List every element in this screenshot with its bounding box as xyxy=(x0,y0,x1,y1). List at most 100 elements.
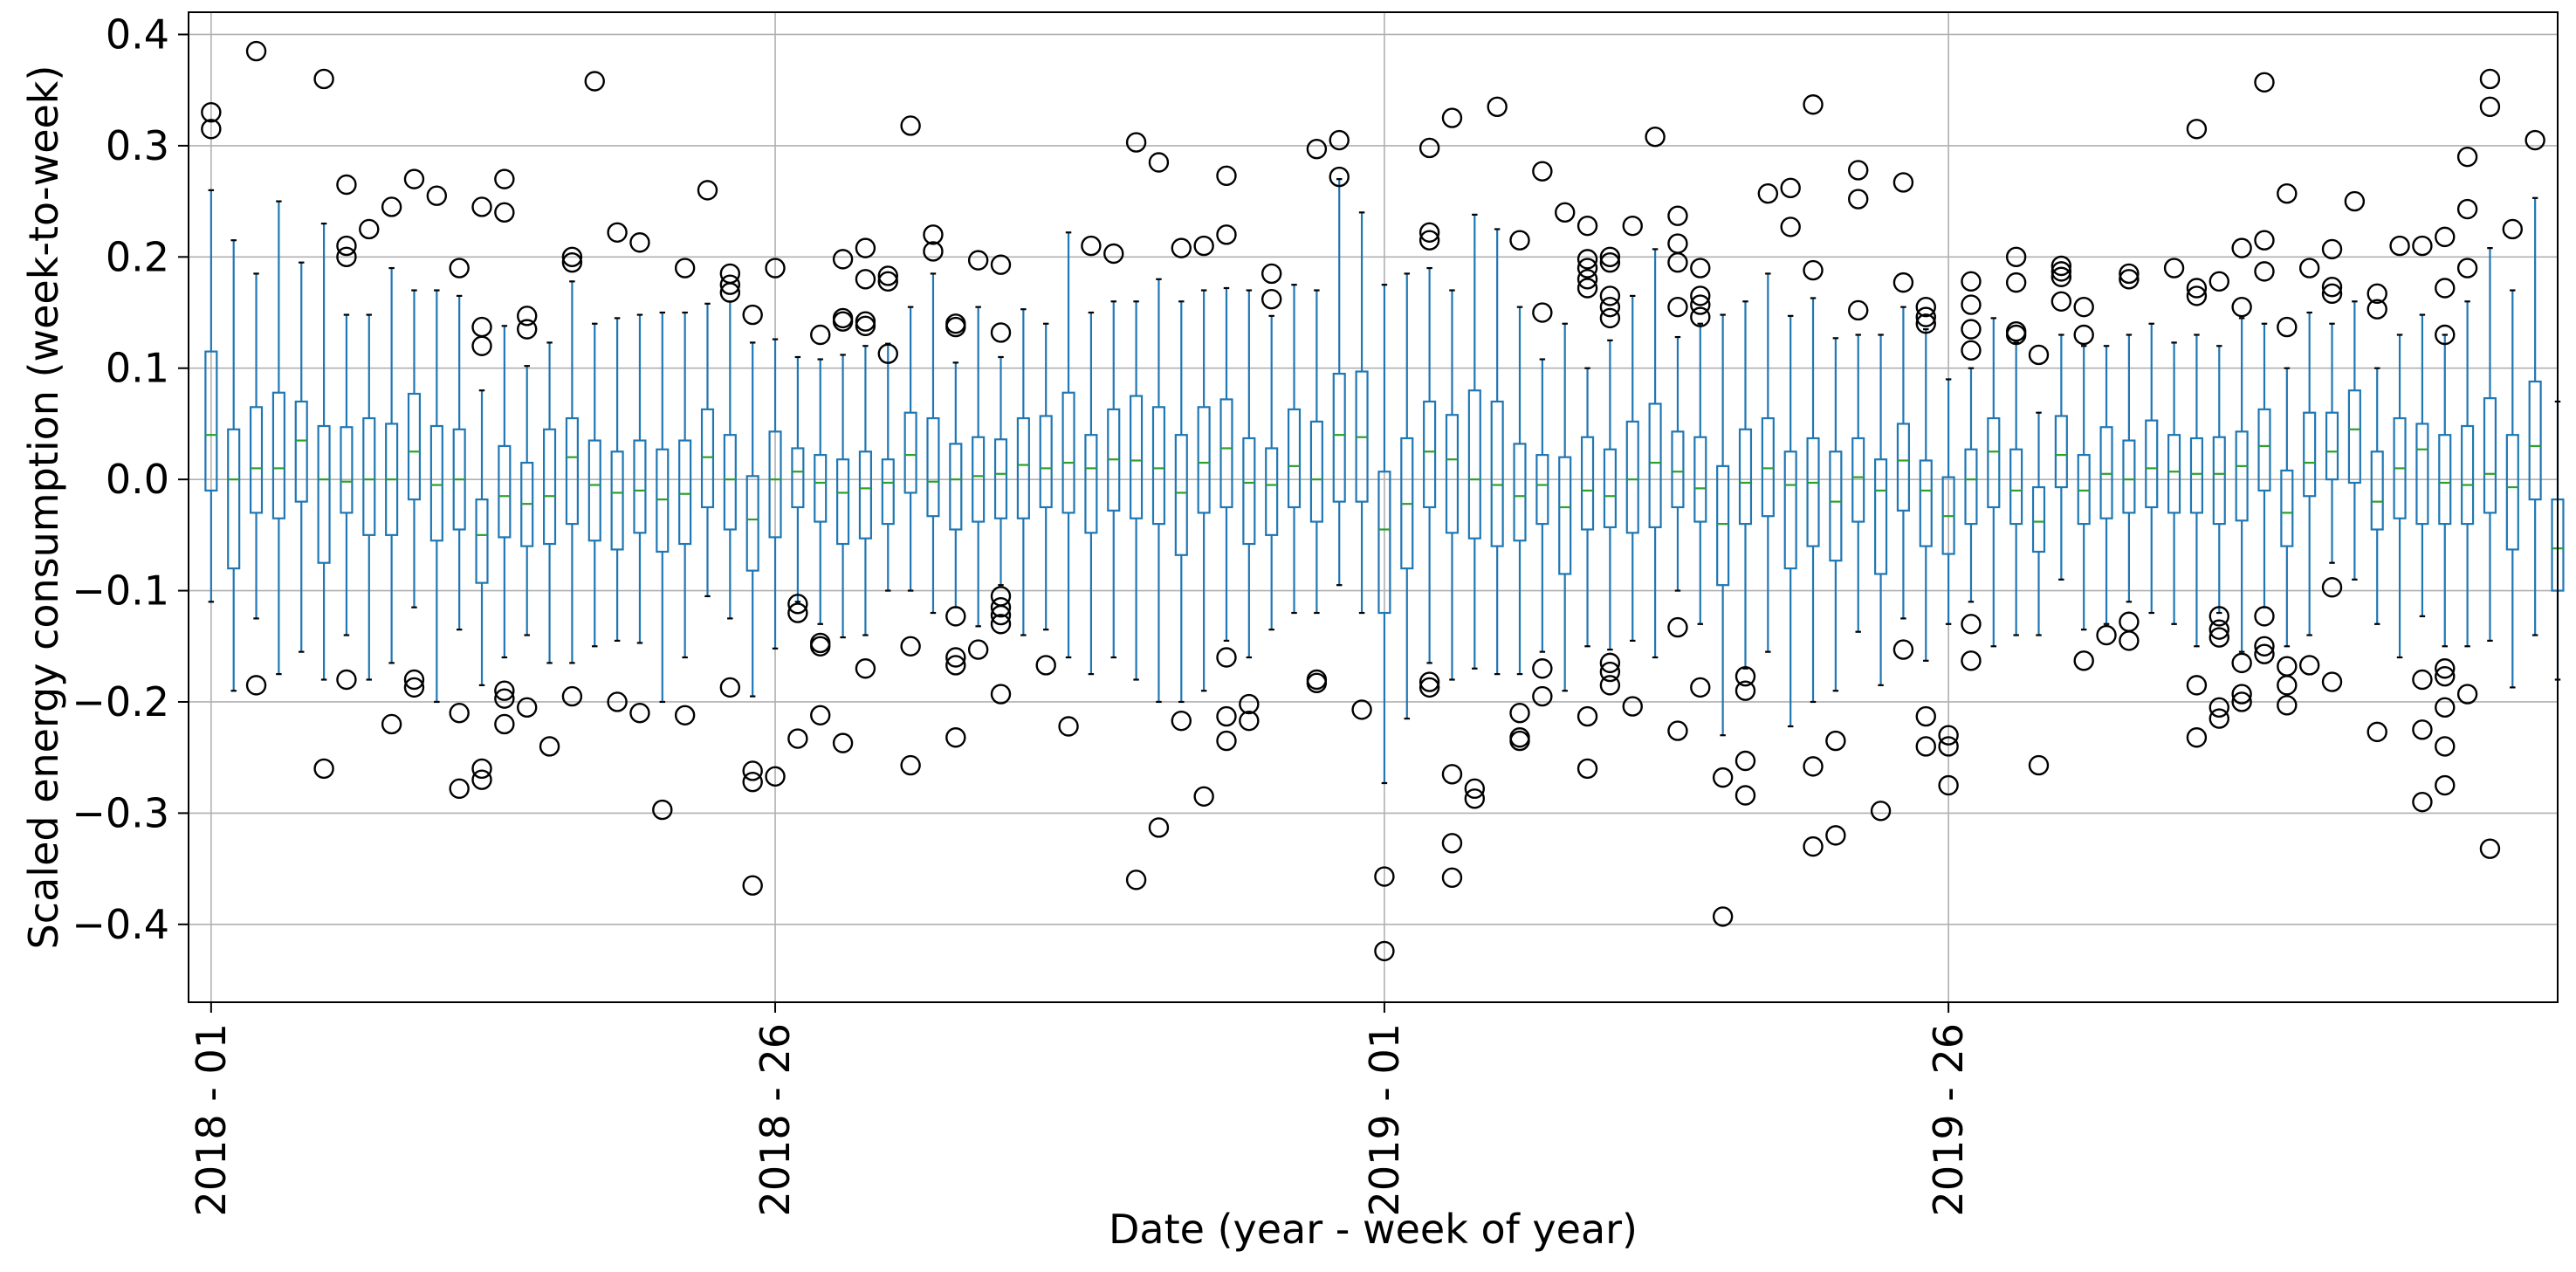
outlier-point xyxy=(2005,272,2027,293)
box-item xyxy=(1848,160,1869,633)
outlier-point xyxy=(1216,705,1237,727)
outlier-point xyxy=(990,322,1012,343)
outlier-point xyxy=(1893,172,1914,193)
outlier-point xyxy=(471,196,492,217)
outlier-point xyxy=(1509,703,1530,724)
outlier-point xyxy=(1351,699,1372,720)
outlier-point xyxy=(494,168,515,189)
box-iqr xyxy=(1332,373,1346,503)
box-iqr xyxy=(498,444,512,539)
box-iqr xyxy=(1580,436,1595,531)
box-item xyxy=(449,258,470,800)
box-iqr xyxy=(1693,436,1707,523)
box-item xyxy=(245,40,267,696)
box-iqr xyxy=(836,458,850,546)
box-item xyxy=(426,185,448,704)
outlier-point xyxy=(494,680,515,701)
outlier-point xyxy=(245,675,267,696)
outlier-point xyxy=(2254,261,2275,282)
box-item xyxy=(2277,182,2298,716)
outlier-point xyxy=(1419,222,1440,243)
outlier-point xyxy=(1803,835,1824,857)
outlier-point xyxy=(990,596,1012,618)
outlier-point xyxy=(2435,697,2456,719)
outlier-point xyxy=(2321,277,2343,298)
box-iqr xyxy=(2189,437,2203,514)
box-item xyxy=(1306,139,1328,694)
outlier-point xyxy=(1735,665,1756,687)
box-item xyxy=(2479,68,2501,859)
box-iqr xyxy=(1648,402,1662,529)
box-item xyxy=(2119,263,2140,651)
outlier-point xyxy=(403,677,425,698)
outlier-point xyxy=(1961,340,1982,361)
outlier-point xyxy=(1915,736,1936,757)
outlier-point xyxy=(2524,129,2545,151)
outlier-point xyxy=(1577,249,1598,270)
outlier-point xyxy=(923,241,944,262)
outlier-point xyxy=(719,274,741,295)
box-item xyxy=(1555,202,1576,692)
outlier-point xyxy=(2321,283,2343,305)
outlier-point xyxy=(900,754,921,776)
box-iqr xyxy=(1490,400,1504,547)
box-iqr xyxy=(1919,459,1933,547)
outlier-point xyxy=(945,727,966,748)
box-iqr xyxy=(1467,389,1481,540)
box-item xyxy=(1645,127,1666,659)
outlier-point xyxy=(2254,636,2275,657)
outlier-point xyxy=(2435,324,2456,346)
outlier-point xyxy=(2231,652,2252,674)
outlier-point xyxy=(1938,725,1959,746)
outlier-point xyxy=(1690,258,1711,278)
box-item xyxy=(1103,243,1124,659)
box-iqr xyxy=(227,428,241,570)
box-item xyxy=(201,101,222,603)
box-item xyxy=(1622,215,1643,717)
outlier-point xyxy=(832,732,854,753)
outlier-point xyxy=(810,705,831,725)
outlier-point xyxy=(1374,866,1395,887)
outlier-point xyxy=(1261,263,1282,285)
outlier-point xyxy=(719,282,741,303)
outlier-point xyxy=(1848,189,1869,210)
outlier-point xyxy=(607,691,628,712)
outlier-point xyxy=(742,772,763,793)
outlier-point xyxy=(2366,283,2387,305)
outlier-point xyxy=(923,224,944,245)
box-item xyxy=(1532,161,1553,707)
box-iqr xyxy=(2280,469,2294,547)
box-item xyxy=(1148,152,1170,838)
outlier-point xyxy=(1035,655,1056,676)
x-tick-label: 2019 - 01 xyxy=(1361,1023,1408,1216)
outlier-point xyxy=(1532,658,1553,679)
box-item xyxy=(1035,322,1056,676)
box-iqr xyxy=(678,439,692,546)
outlier-point xyxy=(990,684,1012,705)
outlier-point xyxy=(1599,675,1621,696)
outlier-point xyxy=(855,315,876,337)
boxes-layer xyxy=(201,40,2565,962)
outlier-point xyxy=(561,246,583,268)
box-item xyxy=(923,224,944,615)
outlier-point xyxy=(1599,652,1621,674)
box-item xyxy=(2321,238,2343,692)
outlier-point xyxy=(1239,693,1260,715)
outlier-point xyxy=(2412,791,2433,813)
outlier-point xyxy=(1464,788,1486,809)
outlier-point xyxy=(1780,177,1801,199)
outlier-point xyxy=(1599,307,1621,329)
box-item xyxy=(1239,289,1260,732)
outlier-point xyxy=(1893,639,1914,660)
outlier-point xyxy=(1803,756,1824,777)
outlier-point xyxy=(990,254,1012,275)
box-item xyxy=(1287,284,1302,615)
outlier-point xyxy=(1306,672,1328,694)
outlier-point xyxy=(810,324,831,346)
y-axis-label: Scaled energy consumption (week-to-week) xyxy=(20,65,67,950)
outlier-point xyxy=(855,269,876,290)
box-iqr xyxy=(2370,450,2384,531)
box-iqr xyxy=(814,454,828,523)
outlier-point xyxy=(1148,152,1170,173)
outlier-point xyxy=(787,594,808,615)
